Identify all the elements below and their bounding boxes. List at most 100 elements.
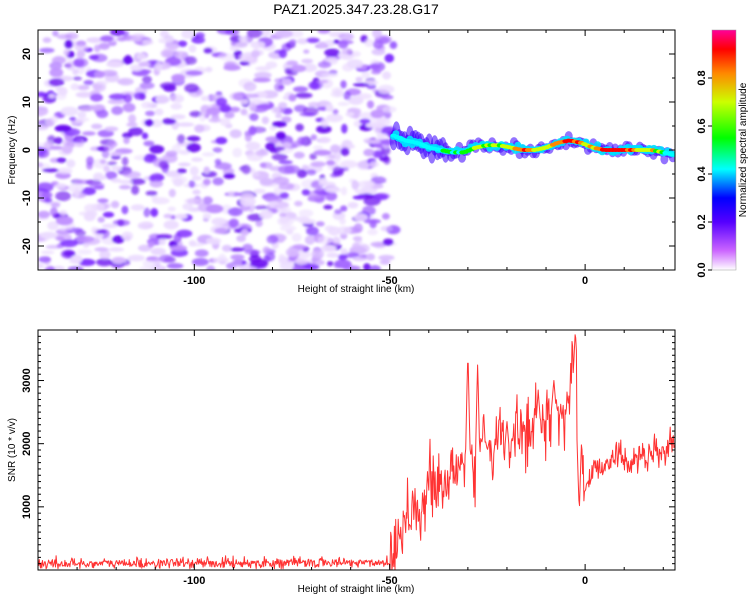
noise-blob (216, 30, 234, 35)
noise-blob (206, 107, 221, 115)
noise-blob (46, 265, 55, 270)
noise-blob (382, 71, 392, 80)
noise-blob (265, 197, 283, 203)
noise-blob (121, 231, 134, 241)
noise-blob (155, 61, 163, 72)
noise-blob (240, 108, 248, 116)
noise-blob (320, 118, 329, 128)
noise-blob (104, 144, 114, 152)
noise-blob (141, 39, 154, 45)
noise-blob (317, 235, 333, 245)
noise-blob (359, 118, 371, 125)
noise-blob (340, 80, 347, 89)
spectrogram-x-tick-label: 0 (582, 275, 588, 287)
noise-blob (250, 259, 269, 268)
noise-blob (293, 86, 308, 93)
noise-blob (229, 247, 245, 252)
noise-blob (340, 248, 348, 254)
snr-plot-area (38, 330, 675, 570)
noise-blob (186, 143, 201, 153)
noise-blob (221, 244, 232, 252)
spectrogram-y-tick-label: -10 (21, 190, 33, 206)
noise-blob (63, 250, 75, 257)
noise-blob (325, 191, 337, 202)
snr-x-tick-label: -50 (382, 575, 398, 587)
noise-blob (96, 109, 109, 119)
snr-y-tick-label: 2000 (21, 431, 33, 455)
noise-blob (96, 258, 113, 267)
noise-blob (353, 223, 363, 234)
noise-blob (90, 93, 103, 102)
noise-blob (165, 150, 178, 157)
noise-blob (326, 160, 336, 166)
noise-blob (208, 118, 222, 123)
noise-blob (138, 244, 152, 252)
noise-blob (352, 242, 361, 250)
noise-blob (229, 44, 240, 52)
noise-blob (82, 131, 96, 136)
noise-blob (127, 254, 145, 262)
noise-blob (177, 122, 195, 127)
noise-blob (293, 151, 305, 159)
noise-blob (311, 249, 325, 259)
noise-blob (303, 49, 310, 54)
noise-blob (325, 186, 341, 193)
noise-blob (126, 122, 138, 127)
noise-blob (189, 166, 199, 176)
noise-blob (256, 128, 264, 133)
spectrogram-y-tick-label: 0 (21, 147, 33, 153)
noise-blob (364, 139, 382, 144)
noise-blob (238, 35, 247, 43)
noise-blob (50, 202, 61, 208)
noise-blob (278, 160, 293, 165)
noise-blob (372, 150, 384, 158)
noise-blob (218, 253, 227, 262)
noise-blob (202, 178, 211, 186)
noise-blob (362, 205, 376, 216)
noise-blob (199, 112, 206, 122)
noise-blob (241, 164, 252, 175)
noise-blob (191, 175, 202, 181)
noise-blob (279, 212, 286, 218)
noise-blob (69, 138, 82, 143)
noise-blob (188, 180, 196, 188)
noise-blob (248, 125, 257, 136)
noise-blob (275, 131, 286, 140)
noise-blob (91, 226, 98, 234)
noise-blob (378, 254, 395, 261)
noise-blob (332, 166, 345, 175)
figure-title: PAZ1.2025.347.23.28.G17 (273, 1, 439, 17)
spectrogram-noise-blobs (38, 30, 401, 270)
colorbar-tick-label: 0.0 (696, 262, 708, 277)
noise-blob (171, 176, 188, 184)
noise-blob (118, 179, 133, 185)
noise-blob (334, 209, 342, 215)
noise-blob (228, 190, 235, 197)
noise-blob (381, 95, 394, 100)
noise-blob (176, 229, 193, 238)
noise-blob (298, 209, 314, 218)
noise-blob (94, 70, 106, 78)
noise-blob (296, 169, 307, 179)
noise-blob (295, 123, 304, 132)
noise-blob (228, 218, 239, 228)
noise-blob (352, 82, 369, 87)
noise-blob (215, 97, 228, 107)
noise-blob (171, 73, 186, 82)
noise-blob (94, 44, 101, 53)
noise-blob (282, 78, 293, 86)
noise-blob (117, 219, 125, 227)
noise-blob (279, 192, 290, 200)
noise-blob (158, 37, 174, 44)
noise-blob (318, 178, 326, 186)
noise-blob (337, 254, 348, 260)
noise-blob (278, 182, 295, 191)
noise-blob (278, 102, 288, 109)
noise-blob (333, 39, 340, 44)
noise-blob (192, 189, 201, 195)
noise-blob (308, 101, 321, 108)
noise-blob (111, 106, 124, 115)
noise-blob (143, 207, 151, 218)
noise-blob (141, 132, 149, 140)
noise-blob (205, 204, 224, 214)
